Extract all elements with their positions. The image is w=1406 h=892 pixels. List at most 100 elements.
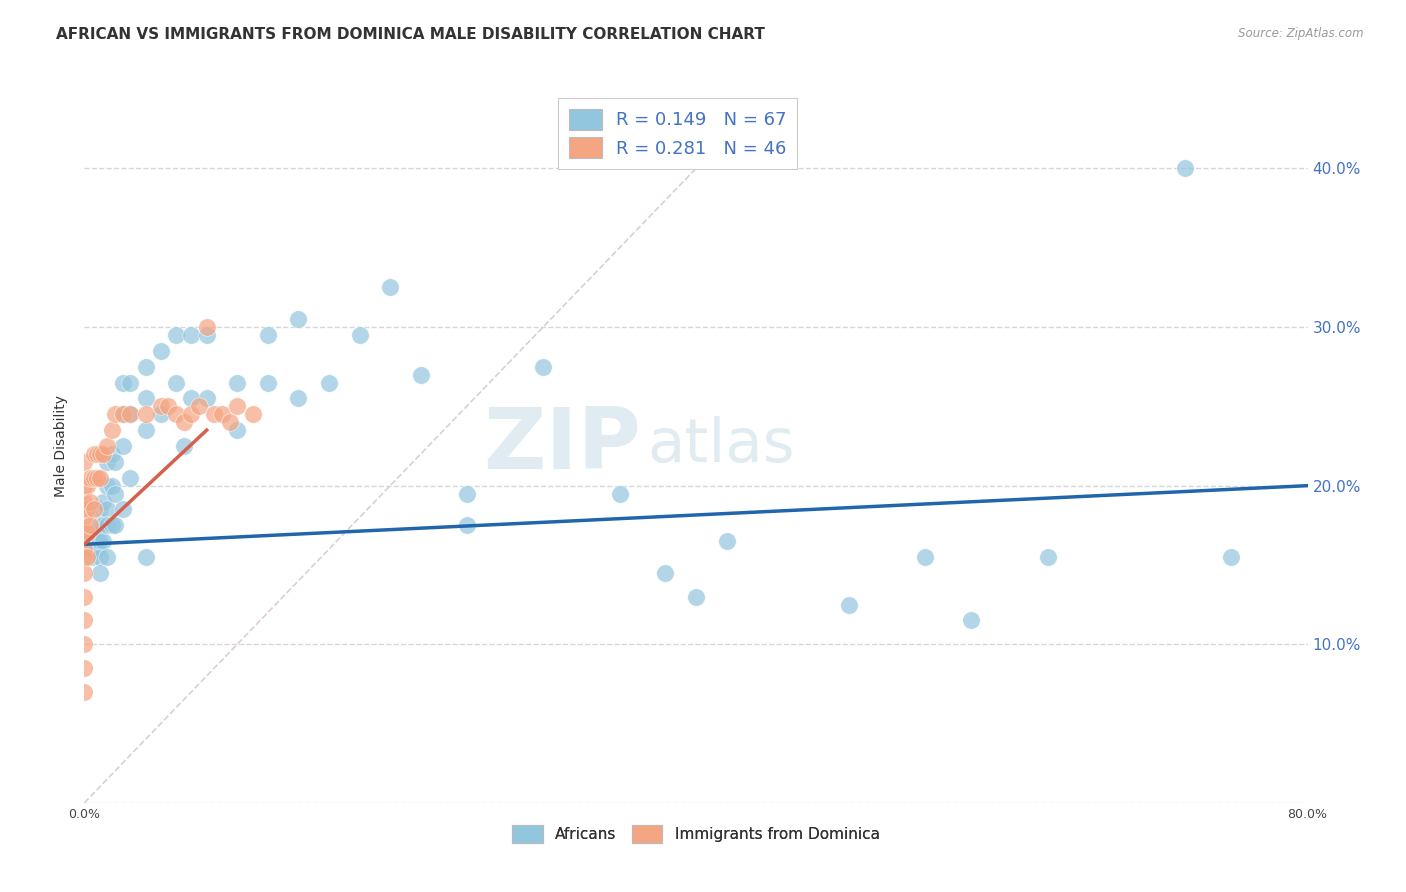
Point	[165, 407, 187, 421]
Point	[80, 549, 103, 564]
Point	[135, 549, 157, 564]
Point	[104, 407, 127, 421]
Point	[91, 534, 114, 549]
Point	[96, 439, 118, 453]
Point	[86, 534, 108, 549]
Point	[456, 518, 478, 533]
Point	[79, 471, 101, 485]
Point	[101, 478, 124, 492]
Point	[211, 407, 233, 421]
Text: AFRICAN VS IMMIGRANTS FROM DOMINICA MALE DISABILITY CORRELATION CHART: AFRICAN VS IMMIGRANTS FROM DOMINICA MALE…	[56, 27, 765, 42]
Point	[609, 486, 631, 500]
Text: Source: ZipAtlas.com: Source: ZipAtlas.com	[1239, 27, 1364, 40]
Point	[73, 549, 96, 564]
Point	[76, 502, 98, 516]
Point	[257, 328, 280, 343]
Point	[80, 526, 103, 541]
Point	[188, 400, 211, 414]
Point	[226, 423, 249, 437]
Point	[89, 549, 111, 564]
Point	[73, 566, 96, 580]
Point	[89, 471, 111, 485]
Point	[173, 415, 195, 429]
Point	[226, 376, 249, 390]
Point	[716, 534, 738, 549]
Point	[96, 549, 118, 564]
Point	[73, 526, 96, 541]
Point	[96, 502, 118, 516]
Point	[120, 376, 142, 390]
Point	[165, 328, 187, 343]
Point	[104, 518, 127, 533]
Point	[202, 407, 225, 421]
Point	[287, 392, 309, 406]
Point	[149, 407, 172, 421]
Point	[73, 637, 96, 651]
Point	[218, 415, 240, 429]
Point	[73, 494, 96, 508]
Point	[180, 328, 202, 343]
Point	[960, 614, 983, 628]
Point	[76, 526, 98, 541]
Point	[101, 423, 124, 437]
Point	[135, 407, 157, 421]
Text: atlas: atlas	[647, 417, 794, 475]
Legend: Africans, Immigrants from Dominica: Africans, Immigrants from Dominica	[506, 819, 886, 848]
Point	[838, 598, 860, 612]
Point	[83, 447, 105, 461]
Point	[111, 439, 134, 453]
Point	[242, 407, 264, 421]
Point	[149, 400, 172, 414]
Point	[104, 455, 127, 469]
Y-axis label: Male Disability: Male Disability	[55, 395, 69, 497]
Point	[165, 376, 187, 390]
Point	[91, 518, 114, 533]
Point	[111, 407, 134, 421]
Point	[79, 494, 101, 508]
Point	[914, 549, 936, 564]
Point	[73, 661, 96, 675]
Point	[73, 685, 96, 699]
Point	[456, 486, 478, 500]
Point	[111, 407, 134, 421]
Point	[654, 566, 676, 580]
Point	[101, 518, 124, 533]
Point	[180, 407, 202, 421]
Point	[157, 400, 180, 414]
Point	[89, 566, 111, 580]
Point	[73, 542, 96, 557]
Point	[79, 518, 101, 533]
Point	[226, 400, 249, 414]
Point	[83, 502, 105, 516]
Point	[80, 542, 103, 557]
Point	[1036, 549, 1059, 564]
Point	[409, 368, 432, 382]
Point	[531, 359, 554, 374]
Point	[380, 280, 402, 294]
Point	[180, 392, 202, 406]
Point	[685, 590, 707, 604]
Point	[86, 542, 108, 557]
Point	[349, 328, 371, 343]
Point	[89, 447, 111, 461]
Text: ZIP: ZIP	[484, 404, 641, 488]
Point	[135, 359, 157, 374]
Point	[135, 423, 157, 437]
Point	[73, 478, 96, 492]
Point	[76, 549, 98, 564]
Point	[135, 392, 157, 406]
Point	[287, 312, 309, 326]
Point	[120, 407, 142, 421]
Point	[111, 376, 134, 390]
Point	[83, 471, 105, 485]
Point	[73, 614, 96, 628]
Point	[96, 478, 118, 492]
Point	[318, 376, 340, 390]
Point	[89, 502, 111, 516]
Point	[1220, 549, 1243, 564]
Point	[89, 518, 111, 533]
Point	[73, 455, 96, 469]
Point	[89, 534, 111, 549]
Point	[120, 471, 142, 485]
Point	[86, 471, 108, 485]
